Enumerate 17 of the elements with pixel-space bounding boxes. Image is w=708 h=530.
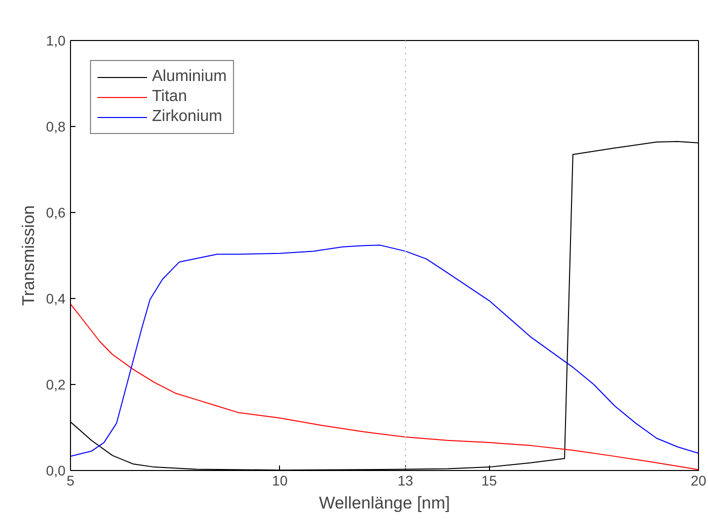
x-tick-label: 15: [481, 472, 498, 488]
y-tick-label: 1,0: [46, 32, 66, 48]
legend-label: Zirkonium: [152, 108, 222, 126]
x-tick-label: 20: [690, 472, 706, 488]
legend-label: Aluminium: [152, 68, 227, 86]
x-tick-label: 5: [66, 472, 75, 488]
y-tick-label: 0,8: [46, 118, 66, 134]
x-axis-title: Wellenlänge [nm]: [318, 494, 450, 512]
x-tick-label: 10: [272, 472, 288, 488]
x-tick-label: 13: [398, 472, 414, 488]
y-tick-label: 0,0: [46, 462, 66, 478]
y-tick-label: 0,4: [46, 290, 66, 306]
y-axis-title: Transmission: [19, 205, 38, 306]
line-series: [70, 244, 698, 457]
y-tick-label: 0,6: [46, 204, 66, 220]
y-tick-label: 0,2: [46, 376, 66, 392]
legend-label: Titan: [152, 88, 187, 106]
